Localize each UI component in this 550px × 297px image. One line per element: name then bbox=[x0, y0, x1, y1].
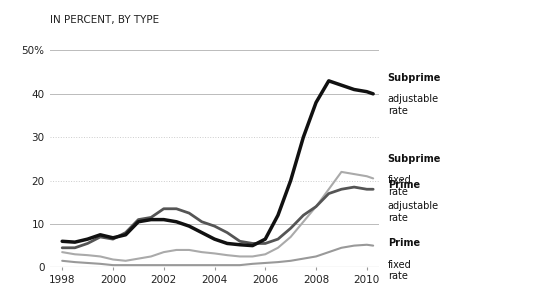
Text: adjustable
rate: adjustable rate bbox=[388, 201, 439, 223]
Text: Prime: Prime bbox=[388, 238, 420, 249]
Text: fixed
rate: fixed rate bbox=[388, 175, 411, 197]
Text: IN PERCENT, BY TYPE: IN PERCENT, BY TYPE bbox=[50, 15, 158, 25]
Text: Subprime: Subprime bbox=[388, 154, 441, 164]
Text: Prime: Prime bbox=[388, 180, 420, 190]
Text: adjustable
rate: adjustable rate bbox=[388, 94, 439, 116]
Text: fixed
rate: fixed rate bbox=[388, 260, 411, 281]
Text: Subprime: Subprime bbox=[388, 73, 441, 83]
